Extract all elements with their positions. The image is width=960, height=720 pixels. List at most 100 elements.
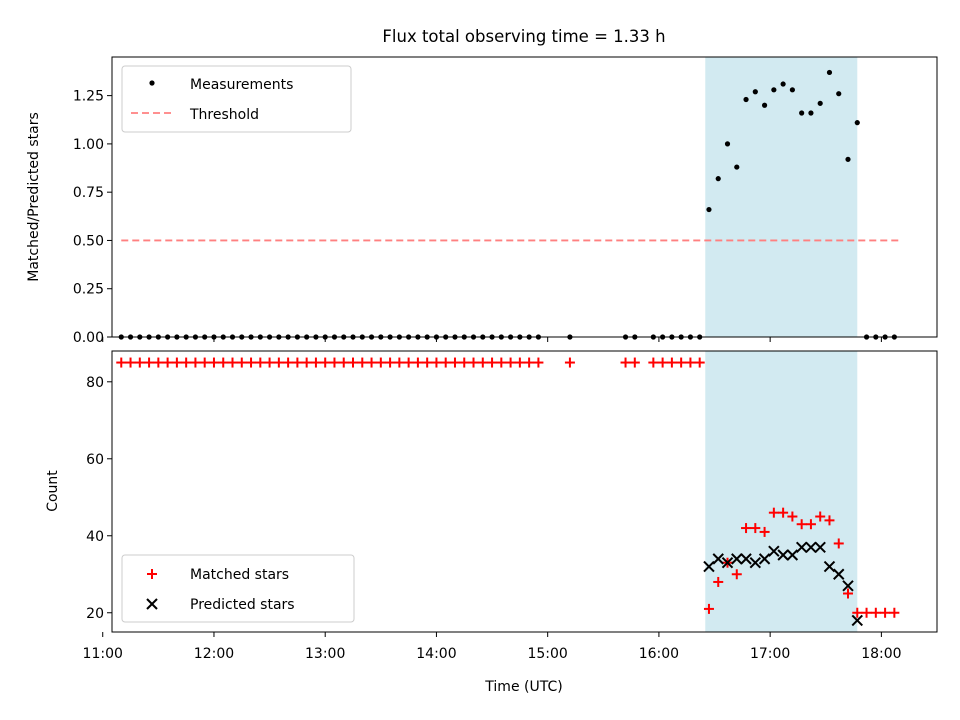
matched-star-point	[144, 357, 155, 368]
legend-x-glyph	[146, 598, 158, 610]
y-tick-label: 0.75	[73, 185, 104, 201]
measurement-point	[761, 102, 768, 108]
matched-star-point	[125, 357, 136, 368]
top-legend-box	[121, 65, 352, 133]
measurement-point	[771, 87, 777, 93]
x-tick-label: 18:00	[861, 646, 901, 662]
matched-star-point	[685, 357, 696, 368]
matched-star-point	[116, 357, 127, 368]
x-axis-label: Time (UTC)	[484, 679, 562, 695]
legend-matched-marker	[147, 569, 157, 579]
matched-star-point	[843, 588, 854, 599]
predicted-star-point	[814, 541, 826, 554]
y-tick-label: 0.00	[73, 330, 104, 346]
predicted-star-point	[823, 560, 836, 573]
legend-predicted-label: Predicted stars	[190, 597, 295, 613]
figure-title: Flux total observing time = 1.33 h	[382, 27, 665, 46]
matched-star-point	[861, 607, 872, 618]
legend-matched-label: Matched stars	[190, 567, 289, 583]
matched-star-point	[412, 357, 423, 368]
matched-star-point	[496, 357, 507, 368]
predicted-star-point	[833, 568, 845, 580]
measurement-point	[845, 156, 851, 162]
matched-star-point	[787, 511, 798, 522]
matched-star-point	[273, 357, 284, 368]
matched-star-point	[338, 357, 349, 368]
matched-star-point	[805, 519, 816, 530]
x-tick-label: 13:00	[305, 646, 345, 662]
bottom-y-axis-label: Count	[45, 470, 61, 512]
y-tick-label: 1.00	[73, 137, 104, 153]
matched-star-point	[190, 357, 201, 368]
matched-star-point	[741, 523, 752, 534]
bottom-legend-box	[121, 554, 355, 623]
predicted-star-point	[851, 614, 863, 627]
matched-star-point	[564, 357, 575, 368]
matched-star-point	[246, 357, 257, 368]
measurement-point	[799, 110, 805, 116]
matched-star-point	[778, 507, 789, 518]
matched-star-point	[666, 357, 677, 368]
bottom-markers	[116, 357, 900, 627]
matched-star-point	[750, 523, 761, 534]
matched-star-point	[236, 357, 247, 368]
matched-star-point	[703, 603, 714, 614]
matched-star-point	[731, 569, 742, 580]
matched-star-point	[459, 357, 470, 368]
matched-star-point	[759, 526, 770, 537]
bottom-y-ticks: 20 40 60 80	[86, 375, 112, 622]
matched-star-point	[329, 357, 340, 368]
top-axes-frame	[111, 56, 938, 338]
matched-star-point	[514, 357, 525, 368]
y-tick-label: 20	[86, 606, 104, 622]
matched-star-point	[134, 357, 145, 368]
matched-star-point	[676, 357, 687, 368]
matched-star-point	[283, 357, 294, 368]
predicted-star-point	[842, 580, 854, 592]
matched-star-point	[889, 607, 900, 618]
matched-star-point	[505, 357, 516, 368]
measurement-point	[854, 120, 860, 126]
measurement-point	[780, 81, 786, 87]
matched-star-point	[468, 357, 479, 368]
matched-star-point	[431, 357, 442, 368]
matched-star-point	[153, 357, 164, 368]
matched-star-point	[824, 515, 835, 526]
x-tick-label: 16:00	[639, 646, 679, 662]
measurement-point	[715, 176, 721, 182]
legend-threshold-label: Threshold	[189, 107, 259, 123]
matched-star-point	[320, 357, 331, 368]
x-tick-label: 17:00	[750, 646, 790, 662]
legend-predicted-marker	[146, 598, 158, 610]
top-panel: 0.00 0.25 0.50 0.75 1.00 1.25 Matched/Predict…	[26, 56, 938, 346]
measurement-point	[706, 206, 712, 213]
matched-star-point	[694, 357, 705, 368]
measurement-point	[743, 96, 749, 103]
y-tick-label: 1.25	[73, 89, 104, 105]
matched-star-point	[533, 357, 544, 368]
x-tick-label: 14:00	[416, 646, 456, 662]
matched-star-point	[648, 357, 659, 368]
bottom-axes-frame	[111, 350, 938, 633]
predicted-star-point	[795, 541, 808, 554]
matched-star-point	[403, 357, 414, 368]
bottom-shaded-interval	[705, 351, 858, 632]
measurement-point	[808, 110, 814, 116]
predicted-star-point	[740, 553, 752, 565]
legend-measurements-label: Measurements	[190, 77, 293, 93]
matched-star-point	[162, 357, 173, 368]
matched-star-point	[357, 357, 368, 368]
legend-measurements-dot	[149, 80, 155, 86]
y-tick-label: 80	[86, 375, 104, 391]
predicted-star-point	[768, 545, 780, 557]
predicted-star-point	[749, 557, 762, 569]
measurement-point	[836, 91, 842, 97]
y-tick-label: 0.25	[73, 282, 104, 298]
matched-star-point	[477, 357, 488, 368]
matched-star-point	[422, 357, 433, 368]
predicted-star-point	[777, 549, 789, 561]
predicted-star-point	[805, 541, 817, 554]
predicted-star-point	[712, 553, 724, 565]
